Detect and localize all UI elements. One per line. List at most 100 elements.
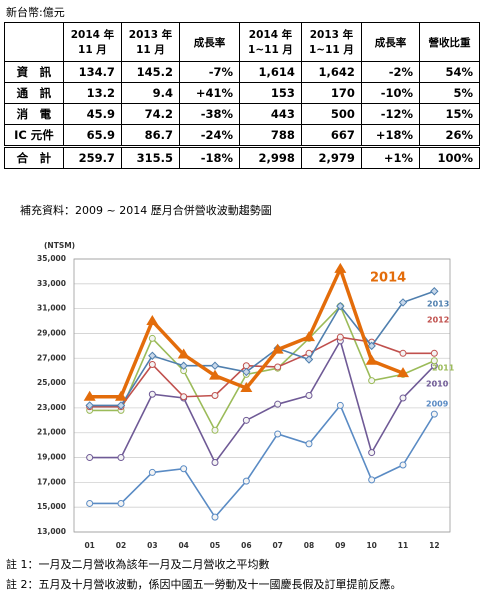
x-tick-label: 05 [210, 541, 220, 550]
point [399, 349, 407, 357]
point [336, 333, 344, 341]
point [210, 361, 220, 370]
table-cell: 2,998 [239, 145, 302, 169]
y-tick-label: 35,000 [37, 254, 66, 263]
table-cell: -38% [179, 103, 241, 125]
x-tick-label: 08 [304, 541, 314, 550]
point [368, 476, 376, 484]
table-cell: -12% [360, 103, 421, 125]
series-label: 2012 [427, 316, 449, 325]
table-cell: 13.2 [62, 82, 122, 104]
series-label: 2013 [427, 300, 449, 309]
x-tick-label: 12 [429, 541, 439, 550]
table-cell: 86.7 [120, 124, 181, 147]
table-cell: 2014 年 1~11 月 [239, 22, 302, 62]
point [242, 367, 251, 377]
point [271, 343, 284, 354]
point [211, 426, 219, 434]
point [148, 351, 157, 360]
y-tick-label: 31,000 [37, 304, 66, 313]
table-cell: 259.7 [62, 145, 122, 169]
point [430, 410, 438, 418]
table-cell: 2014 年 11 月 [62, 22, 122, 62]
table-cell: 成長率 [179, 22, 241, 62]
table-cell: 500 [300, 103, 362, 125]
table-cell: 資 訊 [4, 61, 64, 83]
point [303, 331, 315, 342]
point [180, 465, 188, 473]
x-tick-label: 10 [366, 541, 376, 550]
point [240, 382, 253, 393]
point [305, 440, 313, 448]
y-tick-label: 17,000 [37, 477, 66, 486]
point [336, 401, 344, 409]
x-tick-label: 02 [116, 541, 126, 550]
table: 2014 年 11 月 2013 年 11 月成長率 2014 年 1~11 月 20… [4, 22, 480, 169]
series-label: 2010 [426, 380, 449, 389]
table-cell: 15% [419, 103, 480, 125]
y-axis-label: (NTSM) [44, 241, 75, 250]
point [334, 262, 347, 273]
point [399, 394, 407, 402]
point [274, 430, 282, 438]
point [85, 401, 94, 410]
y-tick-label: 15,000 [37, 502, 66, 511]
point [209, 369, 221, 380]
table-cell: 65.9 [62, 124, 122, 147]
table-row: 2014 年 11 月 2013 年 11 月成長率 2014 年 1~11 月 20… [4, 22, 480, 62]
x-tick-label: 04 [178, 541, 188, 550]
point [242, 416, 250, 424]
y-tick-label: 25,000 [37, 378, 66, 387]
table-cell: IC 元件 [4, 124, 64, 147]
point [430, 287, 439, 296]
table-cell: 2013 年 11 月 [120, 22, 181, 62]
point [365, 354, 378, 365]
point [117, 499, 125, 507]
chart: (NTSM) 13,000 15,000 17,000 19,000 21,000 23,0… [37, 241, 455, 550]
table-row: 資 訊 134.7 145.2 -7% 1,614 1,642 -2% 54% [4, 61, 480, 83]
table-cell: 2,979 [300, 145, 362, 169]
point [146, 315, 159, 326]
point [274, 363, 282, 371]
point [430, 349, 438, 357]
point [368, 377, 376, 385]
x-tick-label: 07 [272, 541, 282, 550]
table-row: 通 訊 13.2 9.4 +41% 153 170 -10% 5% [4, 82, 480, 104]
table-cell: 26% [419, 124, 480, 147]
point [399, 461, 407, 469]
table-cell: 1,642 [300, 61, 362, 83]
table-cell: 153 [239, 82, 302, 104]
note: 註 1：一月及二月營收為該年一月及二月營收之平均數 [6, 558, 270, 571]
x-tick-label: 03 [147, 541, 157, 550]
point [86, 499, 94, 507]
table-cell: 合 計 [4, 145, 64, 169]
point [397, 367, 409, 378]
table-cell: 45.9 [62, 103, 122, 125]
y-tick-label: 21,000 [37, 428, 66, 437]
unit: 新台幣:億元 [6, 6, 65, 19]
table-cell: 788 [239, 124, 302, 147]
point [177, 348, 190, 359]
point [274, 400, 282, 408]
point [211, 392, 219, 399]
table-cell: 9.4 [120, 82, 181, 104]
y-tick-label: 33,000 [37, 279, 66, 288]
series-line [89, 403, 436, 519]
table-cell: -2% [360, 61, 421, 83]
table-cell: 443 [239, 103, 302, 125]
point [148, 390, 156, 398]
y-tick-label: 27,000 [37, 353, 66, 362]
table-cell: 通 訊 [4, 82, 64, 104]
y-tick-label: 23,000 [37, 403, 66, 412]
plot-frame [73, 258, 451, 533]
table-cell: 消 電 [4, 103, 64, 125]
table-cell: +41% [179, 82, 241, 104]
table-cell: 成長率 [360, 22, 421, 62]
point [368, 449, 376, 457]
series-label: 2014 [370, 271, 406, 286]
point [367, 341, 376, 351]
table-cell: +18% [360, 124, 421, 147]
table-cell: +1% [360, 145, 421, 169]
point [430, 357, 438, 365]
